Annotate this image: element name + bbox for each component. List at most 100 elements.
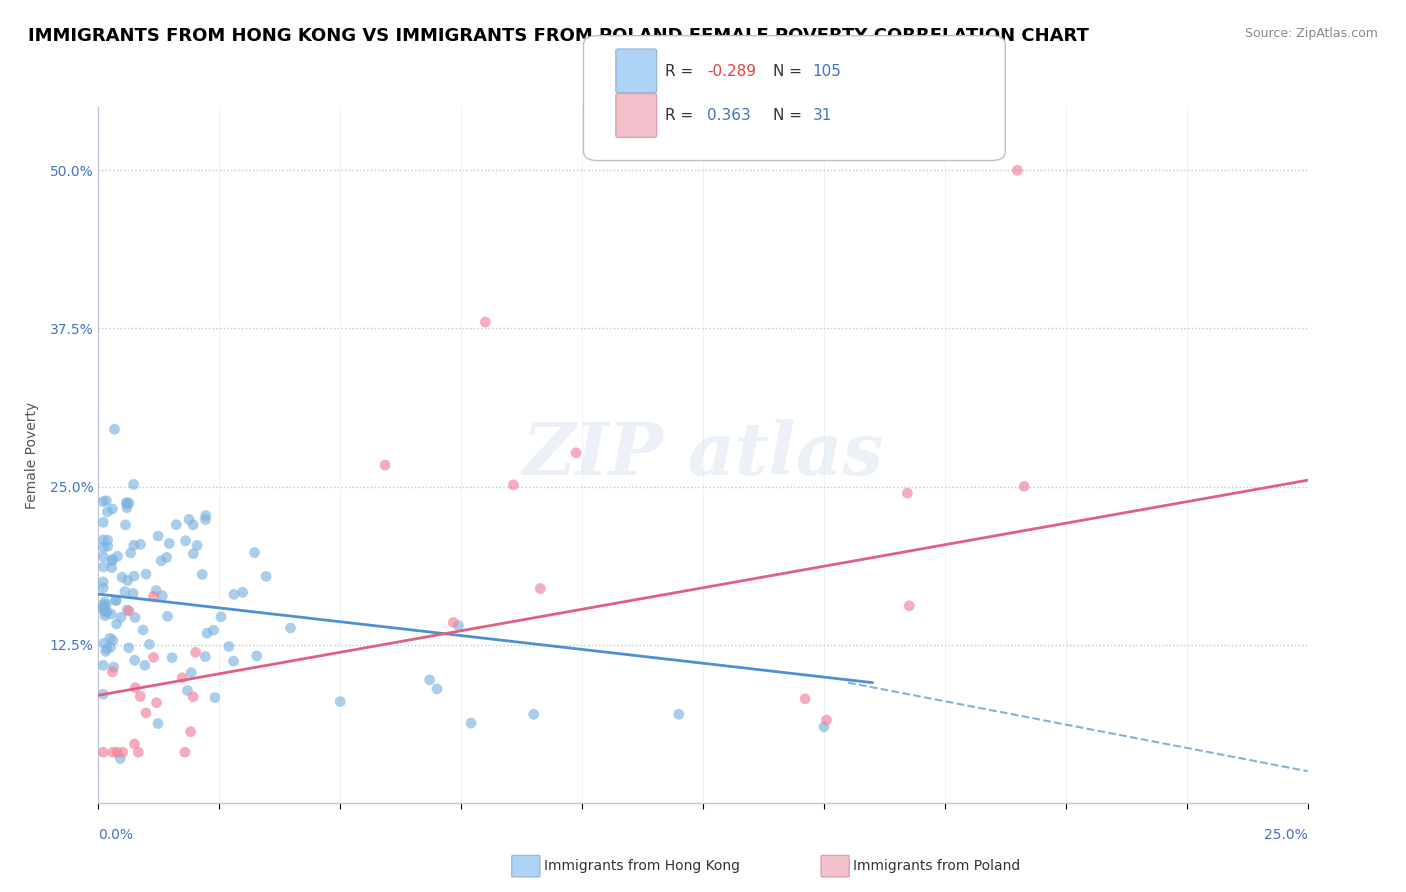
Point [96,641,118,656]
Point [101,745,124,759]
Point [110,610,132,624]
Point [91,598,114,612]
Point [115,495,138,509]
Point [91,687,114,701]
Point [194,508,217,523]
Point [120,546,142,560]
Point [191,567,214,582]
Point [246,648,269,663]
Point [815,713,838,727]
Text: -0.289: -0.289 [707,64,756,78]
Point [474,315,496,329]
Point [202,623,225,637]
Text: R =: R = [665,109,699,123]
Point [280,621,302,635]
Point [129,537,152,551]
Point [222,654,245,668]
Point [115,500,138,515]
Point [122,538,145,552]
Point [105,593,128,607]
Point [156,550,179,565]
Point [898,599,921,613]
Point [127,745,149,759]
Point [138,637,160,651]
Y-axis label: Female Poverty: Female Poverty [24,401,38,508]
Point [172,671,194,685]
Text: 0.0%: 0.0% [98,828,134,842]
Point [177,512,200,526]
Point [122,477,145,491]
Point [107,549,129,564]
Point [118,496,141,510]
Point [1012,479,1035,493]
Point [93,604,115,618]
Text: 25.0%: 25.0% [1264,828,1308,842]
Point [91,602,114,616]
Point [124,737,146,751]
Point [502,478,524,492]
Point [91,658,114,673]
Point [254,569,277,583]
Point [93,599,115,614]
Point [135,567,157,582]
Point [110,751,132,765]
Point [103,660,125,674]
Text: Immigrants from Hong Kong: Immigrants from Hong Kong [544,859,740,873]
Point [105,616,128,631]
Text: R =: R = [665,64,699,78]
Point [160,650,183,665]
Point [181,547,204,561]
Text: Immigrants from Poland: Immigrants from Poland [853,859,1021,873]
Point [96,505,118,519]
Text: 0.363: 0.363 [707,109,751,123]
Point [96,598,118,612]
Point [142,650,165,665]
Point [186,538,208,552]
Point [98,632,121,646]
Point [142,590,165,604]
Point [105,745,128,759]
Point [150,589,173,603]
Point [222,587,245,601]
Point [146,716,169,731]
Point [111,570,134,584]
Point [111,745,134,759]
Point [100,640,122,655]
Text: 31: 31 [813,109,832,123]
Point [101,552,124,566]
Point [176,683,198,698]
Point [157,536,180,550]
Point [97,533,120,548]
Point [96,493,118,508]
Point [145,696,167,710]
Point [124,681,146,695]
Point [896,486,918,500]
Point [668,707,690,722]
Point [122,586,145,600]
Point [134,658,156,673]
Point [184,645,207,659]
Point [204,690,226,705]
Text: ZIP atlas: ZIP atlas [523,419,883,491]
Point [565,446,588,460]
Point [94,595,117,609]
Point [145,583,167,598]
Point [124,653,146,667]
Point [93,560,115,574]
Point [124,610,146,624]
Point [96,605,118,619]
Point [91,494,114,508]
Point [174,533,197,548]
Point [794,691,817,706]
Text: 105: 105 [813,64,842,78]
Point [91,574,114,589]
Point [96,605,118,619]
Point [100,607,122,621]
Point [91,533,114,547]
Point [101,554,124,568]
Point [156,609,179,624]
Text: N =: N = [773,64,807,78]
Point [94,608,117,623]
Point [180,724,202,739]
Point [1007,163,1029,178]
